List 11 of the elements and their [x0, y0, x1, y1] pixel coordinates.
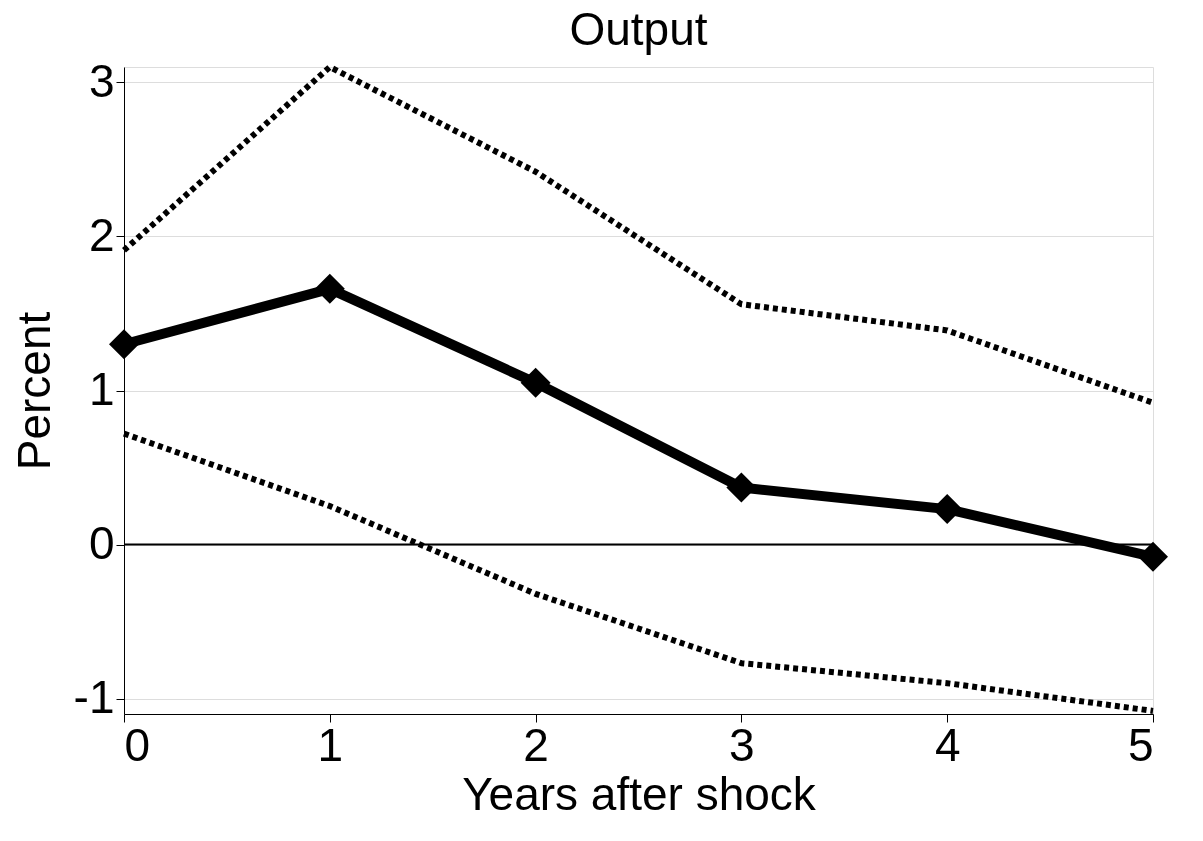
x-tick-label: 5 [1127, 718, 1154, 771]
chart-title: Output [569, 3, 708, 56]
y-tick-label: 0 [88, 517, 115, 570]
y-tick-label: -1 [73, 671, 115, 724]
y-tick-label: 2 [88, 208, 115, 261]
y-axis-title: Percent [7, 311, 60, 471]
y-tick-label: 3 [88, 54, 115, 107]
x-tick-label: 4 [934, 718, 961, 771]
x-tick-label: 1 [317, 718, 344, 771]
x-tick-label: 0 [124, 718, 151, 771]
y-tick-label: 1 [88, 363, 115, 415]
